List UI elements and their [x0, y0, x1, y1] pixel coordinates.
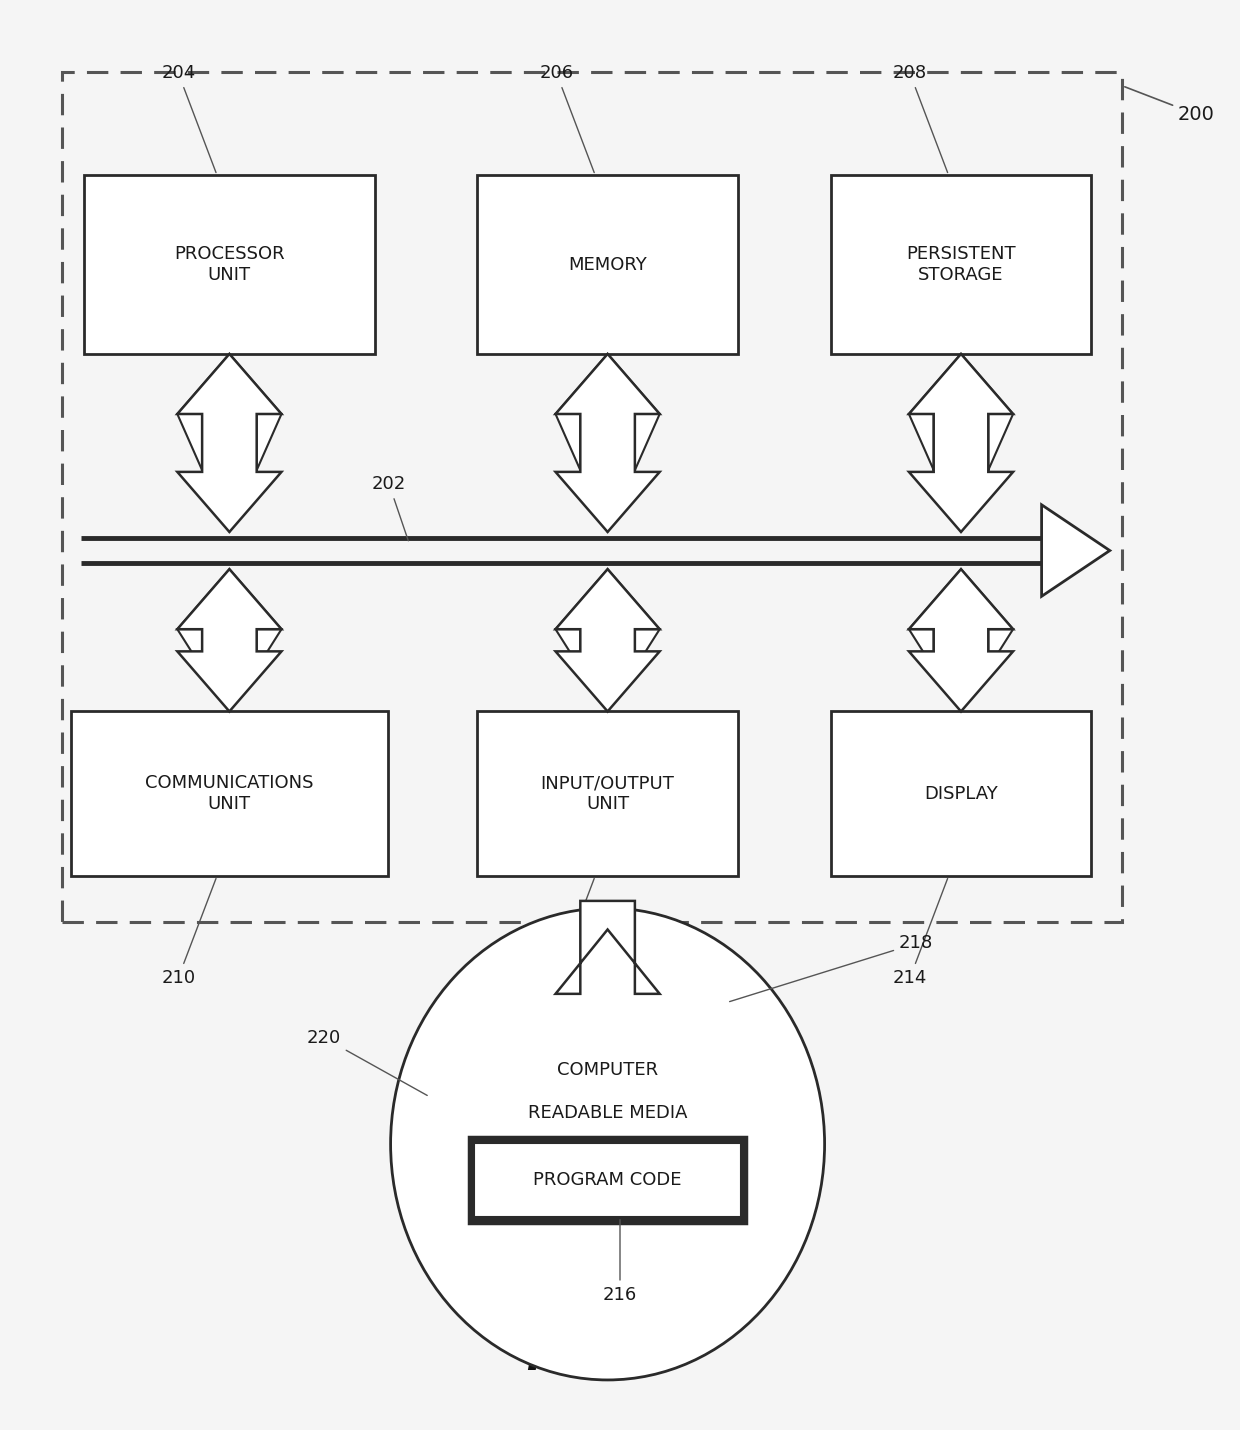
- Bar: [71, 711, 387, 875]
- Text: COMMUNICATIONS
UNIT: COMMUNICATIONS UNIT: [145, 774, 314, 814]
- Text: FIG. 2: FIG. 2: [527, 1338, 663, 1380]
- Text: 200: 200: [1125, 87, 1215, 124]
- Polygon shape: [177, 355, 281, 532]
- Polygon shape: [909, 415, 1013, 532]
- Polygon shape: [556, 629, 660, 711]
- Bar: [477, 176, 738, 355]
- Polygon shape: [556, 355, 660, 472]
- Bar: [474, 1143, 742, 1217]
- Bar: [469, 1137, 746, 1223]
- Text: 206: 206: [539, 64, 594, 173]
- Text: COMPUTER: COMPUTER: [557, 1061, 658, 1078]
- Polygon shape: [556, 415, 660, 532]
- Polygon shape: [909, 569, 1013, 651]
- Ellipse shape: [391, 908, 825, 1380]
- Text: 214: 214: [893, 878, 947, 987]
- Polygon shape: [556, 901, 660, 994]
- Bar: [831, 176, 1091, 355]
- Polygon shape: [177, 415, 281, 532]
- Text: 220: 220: [306, 1028, 428, 1095]
- Polygon shape: [556, 355, 660, 532]
- Polygon shape: [177, 629, 281, 711]
- Bar: [62, 72, 1122, 922]
- Polygon shape: [909, 569, 1013, 711]
- Text: READABLE MEDIA: READABLE MEDIA: [528, 1104, 687, 1121]
- Polygon shape: [909, 629, 1013, 711]
- Text: MEMORY: MEMORY: [568, 256, 647, 273]
- Bar: [831, 711, 1091, 875]
- Polygon shape: [177, 569, 281, 711]
- Text: PROGRAM CODE: PROGRAM CODE: [533, 1171, 682, 1188]
- Text: 218: 218: [729, 934, 934, 1001]
- Text: INPUT/OUTPUT
UNIT: INPUT/OUTPUT UNIT: [541, 774, 675, 814]
- Polygon shape: [177, 355, 281, 472]
- Polygon shape: [556, 569, 660, 651]
- Bar: [84, 176, 374, 355]
- Polygon shape: [556, 569, 660, 711]
- Text: 212: 212: [539, 878, 594, 987]
- Polygon shape: [909, 355, 1013, 472]
- Polygon shape: [1042, 505, 1110, 596]
- Text: 210: 210: [161, 878, 216, 987]
- Text: 204: 204: [161, 64, 216, 173]
- Text: 208: 208: [893, 64, 947, 173]
- Text: PERSISTENT
STORAGE: PERSISTENT STORAGE: [906, 245, 1016, 285]
- Polygon shape: [177, 569, 281, 651]
- Text: PROCESSOR
UNIT: PROCESSOR UNIT: [174, 245, 285, 285]
- Bar: [477, 711, 738, 875]
- Text: DISPLAY: DISPLAY: [924, 785, 998, 802]
- Text: 202: 202: [372, 475, 408, 541]
- Text: 216: 216: [603, 1220, 637, 1304]
- Polygon shape: [909, 355, 1013, 532]
